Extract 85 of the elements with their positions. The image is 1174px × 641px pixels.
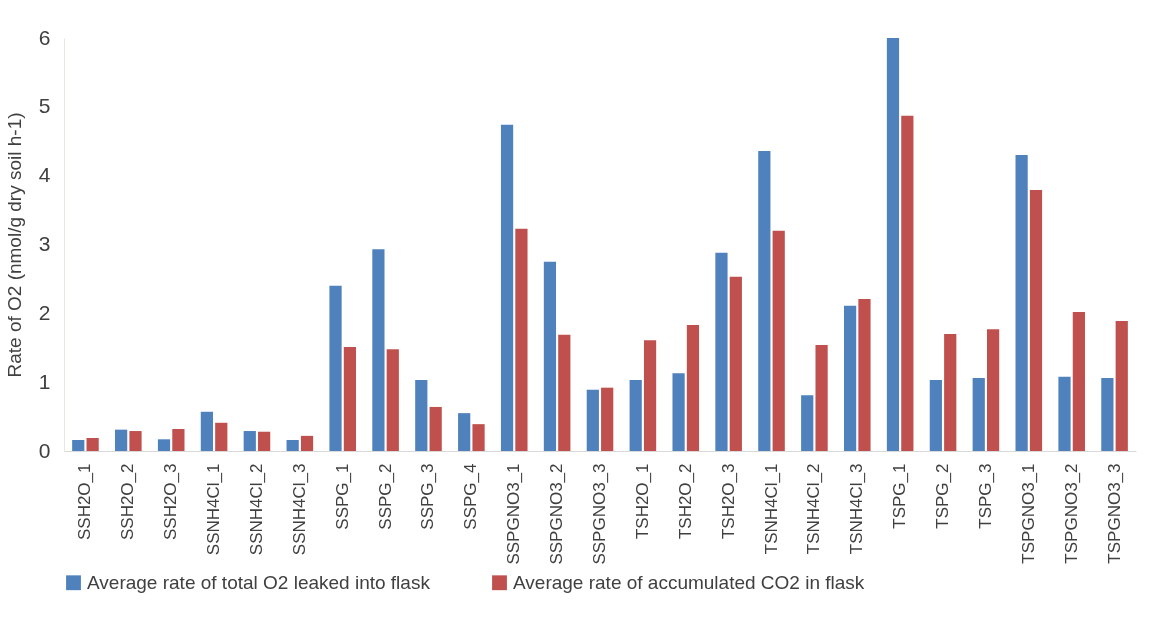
x-tick-label: SSPG_3 [418, 463, 438, 530]
x-tick-label: TSPG_3 [975, 463, 995, 529]
bar [1015, 155, 1028, 451]
bar [415, 380, 428, 451]
bar [1101, 378, 1114, 451]
bar [1115, 320, 1128, 451]
bar [629, 380, 642, 451]
bar [200, 411, 213, 451]
bar [772, 230, 785, 451]
bar [558, 334, 571, 451]
bar [86, 437, 99, 451]
x-tick-label: SSPG_2 [375, 463, 395, 530]
x-tick-label: TSNH4Cl_2 [804, 463, 824, 555]
bar [886, 38, 900, 451]
x-tick-label: SSPGNO3_2 [547, 463, 567, 565]
legend-label: Average rate of accumulated CO2 in flask [513, 571, 865, 593]
bar [343, 347, 357, 451]
bar [372, 249, 385, 451]
x-tick-label: TSPGNO3_2 [1061, 463, 1081, 564]
bar [129, 431, 142, 451]
bar [1072, 311, 1085, 451]
bar [972, 378, 985, 451]
x-tick-label: SSH2O_2 [118, 463, 138, 541]
y-tick-label: 1 [38, 369, 51, 393]
x-tick-label: TSH2O_2 [675, 463, 695, 540]
bar [172, 428, 185, 451]
bar [758, 150, 771, 451]
bar [386, 349, 399, 451]
legend-label: Average rate of total O2 leaked into flask [87, 571, 431, 593]
x-tick-label: TSPG_2 [933, 463, 953, 529]
bar [987, 329, 1000, 451]
x-tick-label: SSNH4Cl_2 [246, 463, 266, 556]
bar [1029, 190, 1043, 451]
x-tick-label: TSPGNO3_3 [1104, 463, 1124, 564]
bar [329, 285, 342, 451]
bar [243, 431, 256, 451]
x-tick-label: SSPG_1 [332, 463, 352, 530]
bar [586, 389, 599, 451]
y-tick-label: 0 [38, 438, 51, 462]
bar [858, 298, 871, 451]
x-tick-label: SSNH4Cl_3 [289, 463, 309, 556]
bar [515, 228, 528, 451]
x-tick-label: SSPGNO3_3 [590, 463, 609, 565]
bar [429, 406, 442, 451]
bar [72, 439, 85, 451]
bar [215, 422, 228, 451]
y-tick-label: 4 [38, 163, 51, 187]
x-tick-label: SSH2O_3 [161, 463, 181, 541]
bar [843, 305, 857, 451]
y-tick-label: 5 [38, 94, 51, 118]
bar [643, 340, 657, 451]
bar [1058, 376, 1071, 451]
bar [286, 439, 299, 451]
bar [500, 124, 514, 451]
bar [601, 387, 614, 451]
bar [672, 373, 685, 451]
x-tick-label: TSNH4Cl_1 [761, 463, 781, 555]
bar [157, 439, 171, 451]
x-tick-label: SSPG_4 [461, 463, 481, 530]
bar [686, 325, 700, 451]
bar [472, 424, 485, 451]
x-tick-label: TSH2O_1 [632, 463, 652, 540]
y-tick-label: 3 [38, 232, 51, 255]
y-tick-label: 2 [38, 300, 51, 324]
bar [543, 261, 557, 451]
bar [944, 333, 957, 451]
bar [801, 395, 814, 451]
x-tick-label: TSPG_1 [890, 463, 910, 529]
bar [929, 380, 942, 451]
bar [901, 115, 914, 451]
bar [115, 429, 128, 451]
bar [300, 435, 314, 451]
bar [258, 431, 271, 451]
x-tick-label: TSH2O_3 [718, 463, 738, 540]
x-tick-label: SSNH4Cl_1 [204, 463, 224, 556]
bar [458, 413, 471, 451]
x-tick-label: SSH2O_1 [75, 463, 95, 541]
bar [815, 345, 828, 451]
bar [729, 276, 742, 451]
x-tick-label: SSPGNO3_1 [504, 463, 524, 565]
y-tick-label: 6 [38, 25, 51, 49]
x-tick-label: TSPGNO3_1 [1018, 463, 1038, 564]
bar [715, 252, 728, 451]
y-axis-title: Rate of O2 (nmol/g dry soil h-1) [3, 112, 25, 378]
x-tick-label: TSNH4Cl_3 [847, 463, 867, 555]
